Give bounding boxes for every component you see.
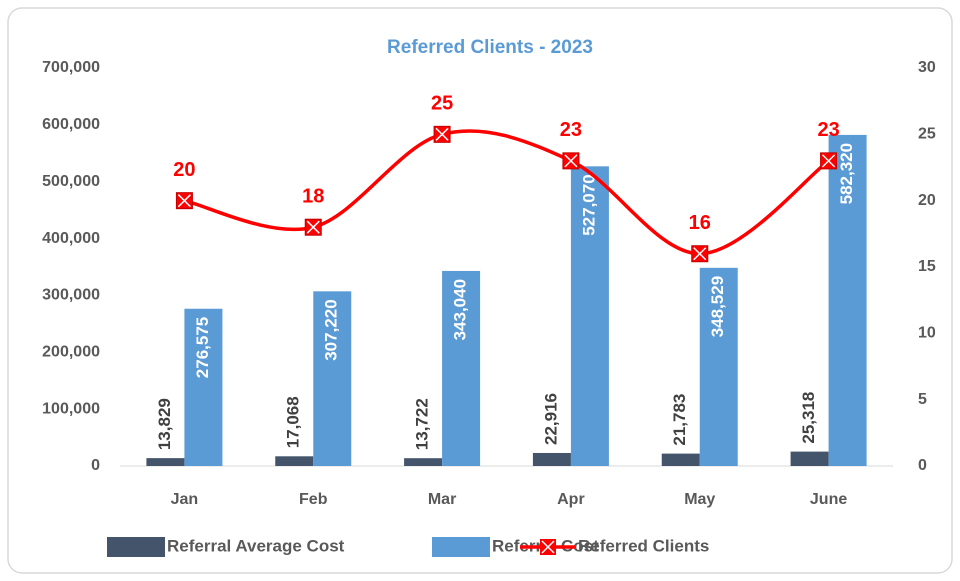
marker-cross <box>177 194 191 208</box>
marker-cross <box>693 247 707 261</box>
marker <box>304 218 322 236</box>
y2-tick-label: 25 <box>918 126 936 143</box>
data-label: 22,916 <box>541 393 560 445</box>
data-label: 13,829 <box>155 398 174 450</box>
y-tick-label: 400,000 <box>42 230 100 247</box>
data-label: 18 <box>302 185 324 207</box>
marker-cross <box>564 154 578 168</box>
data-label: 348,529 <box>708 276 727 337</box>
marker <box>562 152 580 170</box>
x-tick-label: May <box>684 491 715 508</box>
y2-tick-label: 0 <box>918 457 927 474</box>
y-tick-label: 300,000 <box>42 287 100 304</box>
bar <box>146 458 185 466</box>
y-tick-label: 600,000 <box>42 116 100 133</box>
marker-cross <box>435 127 449 141</box>
data-label: 307,220 <box>322 299 341 360</box>
marker <box>175 192 193 210</box>
data-label: 25,318 <box>799 392 818 444</box>
marker <box>820 152 838 170</box>
y-tick-label: 200,000 <box>42 344 100 361</box>
data-label: 23 <box>817 119 839 141</box>
bar <box>790 451 829 466</box>
x-tick-label: Mar <box>428 491 456 508</box>
data-label: 343,040 <box>451 279 470 340</box>
marker-cross <box>822 154 836 168</box>
legend-swatch <box>107 537 165 557</box>
x-tick-label: June <box>810 491 847 508</box>
marker <box>691 245 709 263</box>
legend-label: Referral Average Cost <box>167 536 345 555</box>
data-label: 23 <box>560 119 582 141</box>
y2-tick-label: 30 <box>918 59 936 76</box>
y-tick-label: 500,000 <box>42 173 100 190</box>
y2-tick-label: 5 <box>918 391 927 408</box>
bar <box>184 308 223 466</box>
bar <box>661 453 700 466</box>
data-label: 20 <box>173 159 195 181</box>
x-tick-label: Apr <box>557 491 585 508</box>
legend-label: Referred Clients <box>578 536 709 555</box>
bar <box>699 267 738 466</box>
bar <box>313 291 352 466</box>
bar <box>828 134 867 466</box>
y-tick-label: 100,000 <box>42 400 100 417</box>
y2-tick-label: 20 <box>918 192 936 209</box>
legend-swatch <box>432 537 490 557</box>
data-label: 17,068 <box>284 396 303 448</box>
bar <box>404 458 443 466</box>
bar <box>570 166 609 466</box>
bar <box>442 270 481 466</box>
bar <box>532 452 571 466</box>
data-label: 527,070 <box>579 174 598 235</box>
data-label: 25 <box>431 93 453 115</box>
data-label: 16 <box>689 212 711 234</box>
data-label: 13,722 <box>413 398 432 450</box>
data-label: 276,575 <box>193 317 212 378</box>
legend-cross <box>541 540 555 554</box>
marker-cross <box>306 220 320 234</box>
data-label: 582,320 <box>837 143 856 204</box>
y2-tick-label: 15 <box>918 258 936 275</box>
data-label: 21,783 <box>670 394 689 446</box>
x-tick-label: Feb <box>299 491 328 508</box>
marker <box>433 125 451 143</box>
y2-tick-label: 10 <box>918 325 936 342</box>
y-tick-label: 0 <box>91 457 100 474</box>
bar <box>275 456 314 466</box>
chart-title: Referred Clients - 2023 <box>387 37 593 58</box>
y-tick-label: 700,000 <box>42 59 100 76</box>
x-tick-label: Jan <box>171 491 199 508</box>
